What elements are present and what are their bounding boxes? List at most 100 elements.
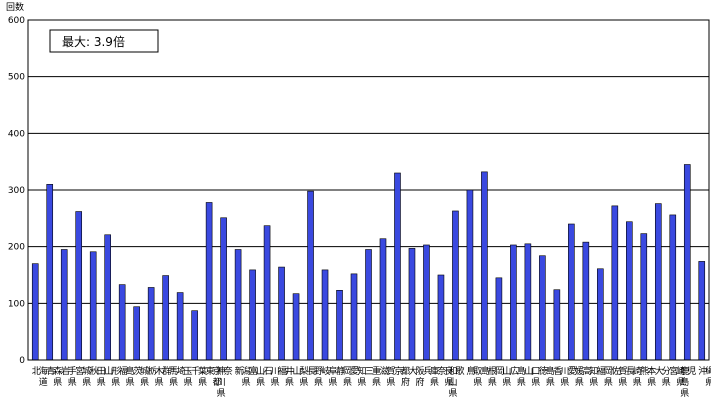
bar bbox=[162, 275, 169, 361]
y-tick-label: 100 bbox=[8, 299, 25, 309]
bar bbox=[568, 223, 575, 361]
bar bbox=[75, 211, 83, 361]
category-label: 山口県 bbox=[524, 366, 540, 388]
bar bbox=[104, 234, 111, 361]
category-label: 愛媛県 bbox=[568, 365, 584, 388]
category-label: 滋賀県 bbox=[379, 365, 395, 388]
y-tick-labels: 0 100 200 300 400 500 600 bbox=[8, 16, 25, 366]
bar bbox=[205, 202, 213, 361]
category-label: 群馬県 bbox=[162, 365, 178, 388]
bar bbox=[89, 251, 97, 361]
bar bbox=[307, 190, 314, 361]
category-label: 大分県 bbox=[655, 365, 671, 388]
category-label: 静岡県 bbox=[336, 365, 352, 388]
bar bbox=[669, 214, 677, 361]
category-label: 山梨県 bbox=[293, 365, 309, 388]
category-label: 広島県 bbox=[510, 365, 526, 388]
y-tick-label: 0 bbox=[19, 356, 25, 366]
category-label: 愛知県 bbox=[351, 365, 367, 388]
bar bbox=[423, 244, 430, 361]
bar bbox=[408, 248, 416, 361]
y-axis-label: 回数 bbox=[6, 1, 24, 13]
bar bbox=[379, 238, 387, 361]
bar bbox=[118, 284, 126, 361]
bar bbox=[278, 266, 285, 361]
bar bbox=[597, 268, 604, 361]
bar bbox=[437, 274, 445, 361]
y-tick-label: 400 bbox=[8, 129, 25, 139]
category-label: 高知県 bbox=[582, 365, 598, 388]
bar bbox=[582, 241, 590, 361]
bars-layer bbox=[31, 164, 706, 361]
category-label: 岩手県 bbox=[61, 365, 77, 388]
max-ratio-annotation: 最大: 3.9倍 bbox=[49, 29, 159, 53]
category-label: 福岡県 bbox=[597, 365, 613, 388]
category-label: 埼玉県 bbox=[177, 365, 193, 388]
category-label: 岐阜県 bbox=[322, 365, 338, 388]
category-labels: 北海道青森県岩手県宮城県秋田県山形県福島県茨城県栃木県群馬県埼玉県千葉県東京都神… bbox=[32, 365, 711, 399]
bar bbox=[234, 249, 242, 361]
category-label: 茨城県 bbox=[133, 365, 149, 388]
bar bbox=[510, 244, 517, 361]
annotation-box bbox=[49, 29, 159, 53]
bar bbox=[133, 306, 140, 361]
bar bbox=[452, 210, 459, 361]
category-label: 和歌山県 bbox=[448, 365, 464, 399]
y-tick-label: 200 bbox=[8, 243, 25, 253]
category-label: 石川県 bbox=[264, 367, 280, 388]
bar bbox=[176, 292, 184, 361]
category-label: 熊本県 bbox=[640, 365, 656, 388]
y-tick-label: 300 bbox=[8, 186, 25, 196]
category-label: 福井県 bbox=[278, 365, 294, 388]
category-label: 鹿児島県 bbox=[680, 365, 696, 399]
bar bbox=[626, 221, 633, 361]
category-label: 島根県 bbox=[481, 365, 497, 388]
category-label: 長崎県 bbox=[626, 365, 642, 388]
bar bbox=[611, 205, 619, 361]
bar bbox=[292, 293, 300, 361]
bar bbox=[683, 164, 691, 361]
category-label: 千葉県 bbox=[191, 365, 207, 388]
bar bbox=[495, 277, 503, 361]
bar bbox=[539, 255, 546, 361]
bar bbox=[654, 203, 662, 361]
bar bbox=[394, 172, 401, 361]
category-label: 宮崎県 bbox=[669, 365, 685, 388]
grid-layer bbox=[28, 76, 709, 304]
category-label: 北海道 bbox=[32, 365, 48, 388]
bar bbox=[191, 310, 198, 361]
bar bbox=[321, 269, 329, 361]
category-label: 東京都 bbox=[206, 365, 222, 388]
plot-frame bbox=[27, 19, 710, 361]
category-label: 富山県 bbox=[249, 365, 265, 388]
bar bbox=[336, 289, 343, 361]
bar bbox=[263, 225, 271, 361]
category-label: 京都府 bbox=[394, 365, 410, 388]
y-tick-label: 500 bbox=[8, 73, 25, 83]
y-tick-label: 600 bbox=[8, 16, 25, 26]
category-label: 奈良県 bbox=[437, 365, 453, 388]
category-label: 栃木県 bbox=[148, 365, 164, 388]
category-label: 神奈川県 bbox=[217, 365, 233, 399]
category-label: 沖縄県 bbox=[698, 365, 711, 388]
category-label: 青森県 bbox=[46, 365, 62, 388]
category-label: 三重県 bbox=[365, 365, 381, 388]
bar bbox=[350, 273, 358, 361]
category-label: 宮城県 bbox=[75, 365, 91, 388]
category-label: 新潟県 bbox=[235, 365, 251, 388]
category-label: 大阪府 bbox=[408, 365, 424, 388]
bar bbox=[698, 261, 706, 361]
bar bbox=[466, 189, 474, 361]
bar bbox=[640, 233, 648, 361]
category-label: 福島県 bbox=[119, 365, 135, 388]
annotation-text: 最大: 3.9倍 bbox=[62, 34, 125, 49]
bar bbox=[147, 287, 155, 361]
category-label: 秋田県 bbox=[90, 365, 106, 388]
category-label: 岡山県 bbox=[495, 366, 511, 388]
bar bbox=[60, 249, 68, 361]
bar bbox=[365, 249, 372, 361]
category-label: 香川県 bbox=[553, 366, 569, 388]
category-label: 山形県 bbox=[104, 365, 120, 388]
category-label: 佐賀県 bbox=[611, 365, 627, 388]
